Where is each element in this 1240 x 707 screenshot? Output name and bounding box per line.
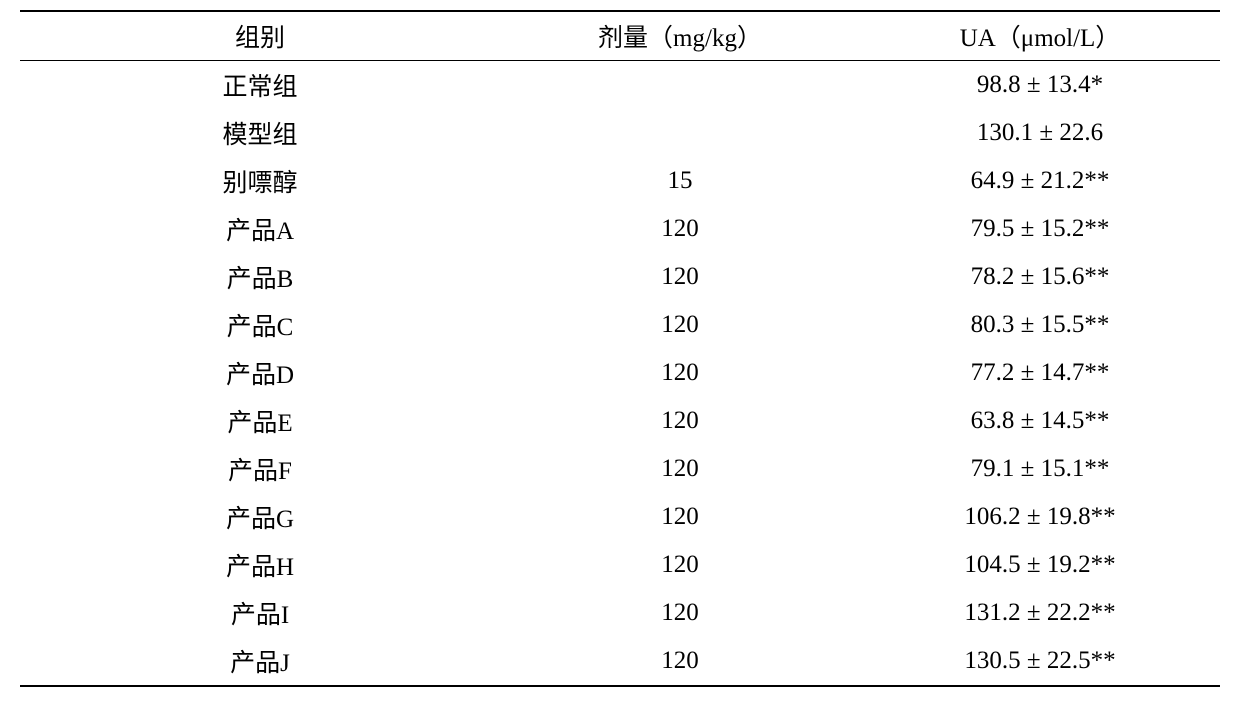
table-row: 产品D 120 77.2 ± 14.7** (20, 349, 1220, 397)
table-row: 产品E 120 63.8 ± 14.5** (20, 397, 1220, 445)
cell-dose: 120 (500, 397, 860, 445)
cell-ua: 104.5 ± 19.2** (860, 541, 1220, 589)
cell-ua: 63.8 ± 14.5** (860, 397, 1220, 445)
cell-ua: 79.5 ± 15.2** (860, 205, 1220, 253)
table-row: 正常组 98.8 ± 13.4* (20, 61, 1220, 110)
table-header-row: 组别 剂量（mg/kg） UA（μmol/L） (20, 11, 1220, 61)
cell-ua: 78.2 ± 15.6** (860, 253, 1220, 301)
table-row: 产品J 120 130.5 ± 22.5** (20, 637, 1220, 686)
cell-dose: 15 (500, 157, 860, 205)
cell-ua: 80.3 ± 15.5** (860, 301, 1220, 349)
cell-ua: 130.1 ± 22.6 (860, 109, 1220, 157)
cell-dose: 120 (500, 349, 860, 397)
cell-ua: 106.2 ± 19.8** (860, 493, 1220, 541)
page-container: 组别 剂量（mg/kg） UA（μmol/L） 正常组 98.8 ± 13.4*… (0, 0, 1240, 707)
cell-group: 别嘌醇 (20, 157, 500, 205)
cell-group: 产品J (20, 637, 500, 686)
cell-group: 产品B (20, 253, 500, 301)
cell-group: 产品I (20, 589, 500, 637)
cell-dose: 120 (500, 253, 860, 301)
table-row: 产品I 120 131.2 ± 22.2** (20, 589, 1220, 637)
cell-group: 产品E (20, 397, 500, 445)
cell-dose (500, 109, 860, 157)
cell-group: 产品H (20, 541, 500, 589)
cell-ua: 131.2 ± 22.2** (860, 589, 1220, 637)
data-table: 组别 剂量（mg/kg） UA（μmol/L） 正常组 98.8 ± 13.4*… (20, 10, 1220, 687)
col-header-ua: UA（μmol/L） (860, 11, 1220, 61)
table-row: 产品G 120 106.2 ± 19.8** (20, 493, 1220, 541)
table-row: 产品C 120 80.3 ± 15.5** (20, 301, 1220, 349)
cell-dose: 120 (500, 541, 860, 589)
cell-group: 产品F (20, 445, 500, 493)
table-row: 产品F 120 79.1 ± 15.1** (20, 445, 1220, 493)
cell-dose: 120 (500, 445, 860, 493)
table-row: 产品H 120 104.5 ± 19.2** (20, 541, 1220, 589)
cell-group: 正常组 (20, 61, 500, 110)
cell-dose: 120 (500, 301, 860, 349)
cell-dose: 120 (500, 589, 860, 637)
table-head: 组别 剂量（mg/kg） UA（μmol/L） (20, 11, 1220, 61)
table-row: 产品A 120 79.5 ± 15.2** (20, 205, 1220, 253)
cell-group: 产品G (20, 493, 500, 541)
cell-ua: 64.9 ± 21.2** (860, 157, 1220, 205)
table-row: 模型组 130.1 ± 22.6 (20, 109, 1220, 157)
col-header-dose: 剂量（mg/kg） (500, 11, 860, 61)
cell-group: 产品C (20, 301, 500, 349)
table-body: 正常组 98.8 ± 13.4* 模型组 130.1 ± 22.6 别嘌醇 15… (20, 61, 1220, 687)
cell-group: 模型组 (20, 109, 500, 157)
cell-group: 产品D (20, 349, 500, 397)
table-row: 别嘌醇 15 64.9 ± 21.2** (20, 157, 1220, 205)
cell-ua: 77.2 ± 14.7** (860, 349, 1220, 397)
col-header-group: 组别 (20, 11, 500, 61)
cell-dose: 120 (500, 637, 860, 686)
table-row: 产品B 120 78.2 ± 15.6** (20, 253, 1220, 301)
cell-dose (500, 61, 860, 110)
cell-ua: 79.1 ± 15.1** (860, 445, 1220, 493)
cell-group: 产品A (20, 205, 500, 253)
cell-ua: 130.5 ± 22.5** (860, 637, 1220, 686)
cell-ua: 98.8 ± 13.4* (860, 61, 1220, 110)
cell-dose: 120 (500, 205, 860, 253)
cell-dose: 120 (500, 493, 860, 541)
